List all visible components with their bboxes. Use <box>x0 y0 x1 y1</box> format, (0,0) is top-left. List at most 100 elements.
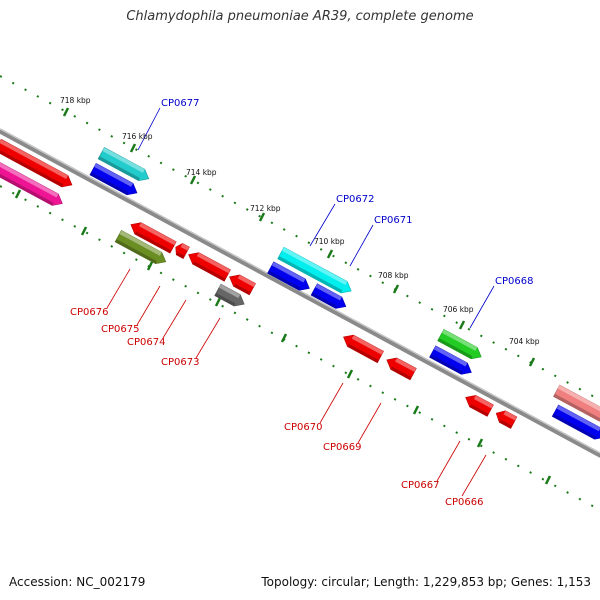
leader-line <box>469 285 495 329</box>
gene-cp0669[interactable] <box>384 354 417 381</box>
major-tick <box>346 369 354 379</box>
tick-label: 714 kbp <box>186 168 217 177</box>
lower-tick-track <box>0 185 600 511</box>
gene-highlight <box>0 139 69 179</box>
gene-highlight <box>351 335 384 355</box>
gene-shadow <box>89 172 129 195</box>
gene-magenta-left[interactable] <box>0 160 65 210</box>
leader-line <box>195 317 221 359</box>
reverse-gene-label[interactable]: CP0667 <box>401 480 439 491</box>
reverse-gene-label[interactable]: CP0675 <box>101 324 139 335</box>
gene-shadow <box>499 419 513 429</box>
gene-body <box>188 252 231 282</box>
gene-cp0672[interactable] <box>277 246 355 296</box>
gene-salmon-right[interactable] <box>553 384 600 425</box>
major-tick <box>62 107 70 117</box>
gene-cp0670[interactable] <box>340 331 384 364</box>
gene-cp0668[interactable] <box>437 328 485 362</box>
reverse-gene-label[interactable]: CP0666 <box>445 497 483 508</box>
major-tick <box>14 189 22 199</box>
leader-line <box>137 107 161 151</box>
gene-red-left-upper[interactable] <box>0 138 75 190</box>
gene-cp0676[interactable] <box>128 219 177 254</box>
gene-shadow <box>311 292 338 309</box>
gene-body <box>97 147 150 182</box>
gene-highlight <box>395 357 417 372</box>
tick-label: 712 kbp <box>250 204 281 213</box>
leader-line <box>357 402 382 444</box>
gene-cp0677[interactable] <box>97 147 152 184</box>
reverse-gene-label[interactable]: CP0669 <box>323 442 361 453</box>
tick-label: 704 kbp <box>509 337 540 346</box>
gene-shadow <box>0 169 54 206</box>
major-tick <box>476 438 484 448</box>
gene-cp0671-b[interactable] <box>310 283 349 313</box>
gene-highlight <box>237 274 256 287</box>
gene-highlight <box>196 252 231 274</box>
gene-shadow <box>552 413 596 440</box>
gene-body <box>130 222 177 254</box>
gene-highlight <box>281 247 348 286</box>
gene-cp0666[interactable] <box>493 408 518 429</box>
gene-shadow <box>98 156 141 181</box>
gene-blue-upper[interactable] <box>89 162 140 198</box>
gene-shadow <box>437 338 473 359</box>
gene-features <box>0 138 600 443</box>
gene-cp0671-a[interactable] <box>267 261 313 294</box>
tick-label: 708 kbp <box>378 271 409 280</box>
gene-highlight <box>556 404 600 432</box>
leader-line <box>319 382 344 424</box>
upper-tick-track <box>0 75 600 401</box>
genome-backbone <box>0 128 600 458</box>
gene-highlight <box>441 329 478 351</box>
gene-highlight <box>557 385 600 414</box>
gene-shadow <box>192 261 226 282</box>
gene-cp0674[interactable] <box>173 241 190 259</box>
leader-line <box>349 224 374 267</box>
gene-shadow <box>0 148 64 187</box>
leader-line <box>162 299 187 339</box>
reverse-gene-label[interactable]: CP0676 <box>70 307 108 318</box>
tick-label: 716 kbp <box>122 132 153 141</box>
major-tick <box>80 226 88 236</box>
gene-highlight <box>94 163 134 187</box>
gene-body <box>553 384 600 422</box>
gene-shadow <box>429 354 463 375</box>
leader-line <box>309 203 336 247</box>
major-tick <box>129 143 137 153</box>
gene-shadow <box>469 404 489 417</box>
gene-highlight <box>503 410 517 421</box>
reverse-gene-label[interactable]: CP0670 <box>284 422 322 433</box>
gene-highlight <box>218 284 241 299</box>
gene-shadow <box>390 366 412 380</box>
major-tick <box>258 212 266 222</box>
reverse-gene-label[interactable]: CP0673 <box>161 357 199 368</box>
forward-gene-label[interactable]: CP0671 <box>374 215 412 226</box>
gene-cp0667[interactable] <box>463 392 494 417</box>
gene-shadow <box>553 393 600 422</box>
major-tick <box>280 333 288 343</box>
forward-gene-label[interactable]: CP0677 <box>161 98 199 109</box>
gene-highlight <box>119 230 162 256</box>
leader-line <box>436 440 461 482</box>
reverse-gene-label[interactable]: CP0674 <box>127 337 165 348</box>
forward-gene-label[interactable]: CP0672 <box>336 194 374 205</box>
major-tick <box>458 320 466 330</box>
forward-gene-label[interactable]: CP0668 <box>495 276 533 287</box>
gene-shadow <box>115 239 158 264</box>
gene-cp0675[interactable] <box>114 230 169 267</box>
topology-text: Topology: circular; Length: 1,229,853 bp… <box>261 575 591 589</box>
gene-red-mid1[interactable] <box>186 249 231 282</box>
gene-blue-right[interactable] <box>429 345 475 378</box>
gene-cp0673[interactable] <box>214 283 248 310</box>
major-tick <box>326 249 334 259</box>
gene-shadow <box>214 292 236 307</box>
gene-red-mid2[interactable] <box>226 271 256 296</box>
gene-blue-far-right[interactable] <box>551 404 600 443</box>
gene-highlight <box>315 283 342 301</box>
major-tick <box>214 297 222 307</box>
gene-highlight <box>139 222 177 246</box>
backbone-highlight <box>0 128 600 454</box>
major-tick <box>189 175 197 185</box>
